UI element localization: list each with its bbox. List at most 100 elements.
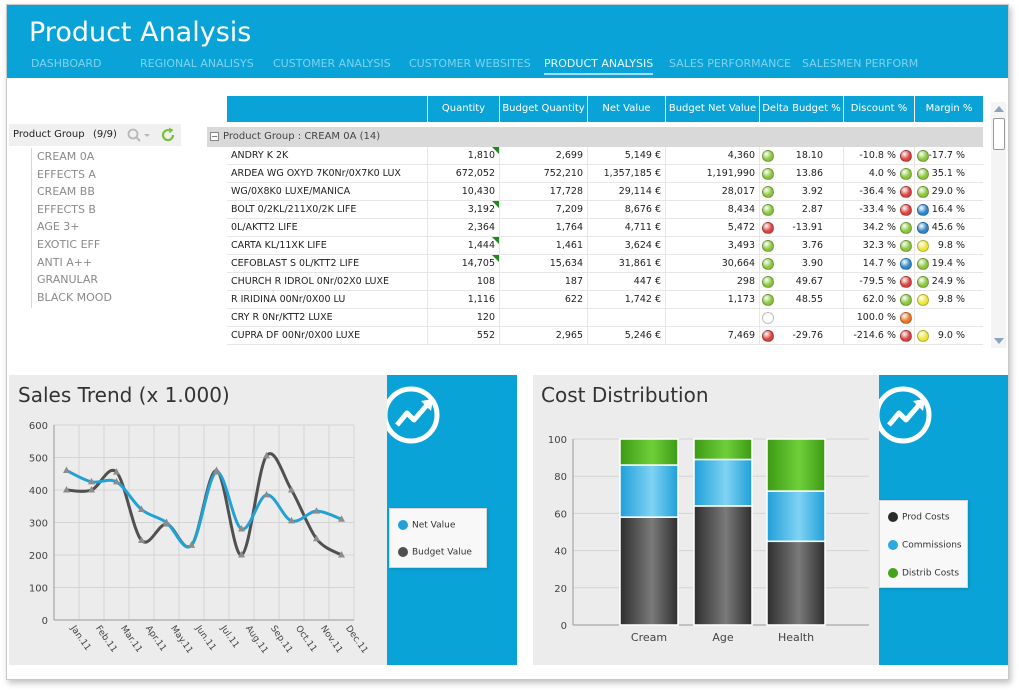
tab-product-analysis[interactable]: PRODUCT ANALYSIS xyxy=(544,57,654,75)
column-header-budget-quantity[interactable]: Budget Quantity xyxy=(499,96,587,122)
table-scrollbar[interactable] xyxy=(991,102,1006,348)
scroll-down-icon[interactable] xyxy=(994,338,1004,344)
cell-qty: 14,705 xyxy=(427,255,499,273)
cell-discount: 34.2 % xyxy=(843,219,914,237)
table-row[interactable]: CEFOBLAST S 0L/KTT2 LIFE 14,705 15,634 31,8… xyxy=(227,255,983,273)
trend-up-icon xyxy=(387,386,440,444)
legend-item-budget-value: Budget Value xyxy=(398,547,472,558)
data-point-net-value xyxy=(338,515,345,522)
tab-salesmen-perform[interactable]: SALESMEN PERFORM xyxy=(802,57,919,70)
reload-icon[interactable] xyxy=(159,126,177,147)
status-indicator-icon xyxy=(917,276,929,288)
cell-qty: 10,430 xyxy=(427,183,499,201)
cell-net: 5,246 € xyxy=(587,327,665,345)
tab-dashboard[interactable]: DASHBOARD xyxy=(31,57,102,70)
search-icon[interactable] xyxy=(126,127,152,146)
tab-sales-performance[interactable]: SALES PERFORMANCE xyxy=(669,57,791,70)
comment-flag-icon xyxy=(492,201,499,208)
status-indicator-icon xyxy=(900,168,912,180)
cell-bnet: 3,493 xyxy=(665,237,759,255)
data-point-budget-value xyxy=(313,534,320,542)
filter-item[interactable]: AGE 3+ xyxy=(37,220,80,234)
cell-product-name: ARDEA WG OXYD 7K0Nr/0X7K0 LUX xyxy=(231,168,401,179)
cell-delta-value: 2.87 xyxy=(801,204,823,215)
scroll-thumb[interactable] xyxy=(993,118,1005,150)
table-row[interactable]: ARDEA WG OXYD 7K0Nr/0X7K0 LUX 672,052 752,… xyxy=(227,165,983,183)
group-row[interactable]: − Product Group : CREAM 0A (14) xyxy=(207,127,983,147)
cell-discount: 32.3 % xyxy=(843,237,914,255)
bar-segment-distrib-costs xyxy=(619,438,679,466)
filter-item[interactable]: EFFECTS B xyxy=(37,202,96,216)
cell-bqty: 7,209 xyxy=(499,201,587,219)
legend-label: Budget Value xyxy=(412,547,472,558)
x-tick-label: Feb.11 xyxy=(93,624,119,655)
cell-margin: 24.9 % xyxy=(914,273,983,291)
legend-item-net-value: Net Value xyxy=(398,520,455,531)
status-indicator-icon xyxy=(917,186,929,198)
filter-item[interactable]: CREAM BB xyxy=(37,185,95,199)
cell-bqty xyxy=(499,309,587,327)
status-indicator-icon xyxy=(762,276,774,288)
cell-delta: 2.87 xyxy=(759,201,843,219)
table-row[interactable]: CUPRA DF 00Nr/0X00 LUXE 552 2,965 5,246 €7,… xyxy=(227,327,983,345)
tab-regional-analysis[interactable]: REGIONAL ANALISYS xyxy=(140,57,254,70)
filter-item[interactable]: BLACK MOOD xyxy=(37,290,112,304)
filter-item[interactable]: ANTI A++ xyxy=(37,255,93,269)
table-row[interactable]: BOLT 0/2KL/211X0/2K LIFE 3,192 7,209 8,676 … xyxy=(227,201,983,219)
table-row[interactable]: CHURCH R IDROL 0Nr/02X0 LUXE 108 187 447 €2… xyxy=(227,273,983,291)
table-row[interactable]: 0L/AKTT2 LIFE 2,364 1,764 4,711 €5,472 -13.9… xyxy=(227,219,983,237)
collapse-icon[interactable]: − xyxy=(210,132,219,141)
cell-qty: 2,364 xyxy=(427,219,499,237)
sales-trend-legend: Net Value Budget Value xyxy=(389,508,487,568)
bar-segment-prod-costs xyxy=(693,505,753,626)
cell-margin-value: 29.0 % xyxy=(931,186,965,197)
cell-qty: 1,810 xyxy=(427,147,499,165)
column-header-net-value[interactable]: Net Value xyxy=(587,96,665,122)
cell-net: 8,676 € xyxy=(587,201,665,219)
status-indicator-icon xyxy=(900,258,912,270)
cell-discount-value: 62.0 % xyxy=(862,294,896,305)
bar-segment-distrib-costs xyxy=(693,438,753,461)
table-row[interactable]: CRY R 0Nr/KTT2 LUXE 120 100.0 % xyxy=(227,309,983,327)
tab-customer-analysis[interactable]: CUSTOMER ANALYSIS xyxy=(273,57,391,70)
cost-distribution-title: Cost Distribution xyxy=(541,383,709,407)
cell-net xyxy=(587,309,665,327)
cell-discount: 4.0 % xyxy=(843,165,914,183)
cell-margin-value: 9.0 % xyxy=(937,330,965,341)
filter-item[interactable]: GRANULAR xyxy=(37,273,99,287)
cell-delta-value: 18.10 xyxy=(795,150,823,161)
data-point-budget-value xyxy=(263,451,270,459)
column-header-margin[interactable]: Margin % xyxy=(914,96,983,122)
scroll-up-icon[interactable] xyxy=(994,106,1004,112)
column-header-delta-budget[interactable]: Delta Budget % xyxy=(759,96,843,122)
cell-bqty: 15,634 xyxy=(499,255,587,273)
filter-item[interactable]: CREAM 0A xyxy=(37,150,95,163)
column-header-discount[interactable]: Discount % xyxy=(843,96,914,122)
cell-discount-value: -10.8 % xyxy=(859,150,896,161)
data-point-budget-value xyxy=(288,486,295,493)
column-header-quantity[interactable]: Quantity xyxy=(427,96,499,122)
status-indicator-icon xyxy=(762,150,774,162)
y-tick-label: 60 xyxy=(554,509,567,520)
table-row[interactable]: CARTA KL/11XK LIFE 1,444 1,461 3,624 €3,493… xyxy=(227,237,983,255)
cell-product-name: CUPRA DF 00Nr/0X00 LUXE xyxy=(231,330,361,341)
filter-item[interactable]: EFFECTS A xyxy=(37,167,96,181)
cell-discount-value: -33.4 % xyxy=(859,204,896,215)
cell-discount: 62.0 % xyxy=(843,291,914,309)
column-header-budget-net-value[interactable]: Budget Net Value xyxy=(665,96,759,122)
product-group-filter-header: Product Group (9/9) xyxy=(9,124,181,146)
status-indicator-icon xyxy=(762,240,774,252)
table-row[interactable]: R IRIDINA 00Nr/0X00 LU 1,116 622 1,742 €1,1… xyxy=(227,291,983,309)
cell-margin: 16.4 % xyxy=(914,201,983,219)
y-tick-label: 0 xyxy=(561,621,567,632)
status-indicator-icon xyxy=(917,240,929,252)
tab-customer-websites[interactable]: CUSTOMER WEBSITES xyxy=(409,57,531,70)
cell-delta-value: 3.76 xyxy=(801,240,823,251)
table-row[interactable]: ANDRY K 2K 1,810 2,699 5,149 €4,360 18.10 -10… xyxy=(227,147,983,165)
filter-item[interactable]: EXOTIC EFF xyxy=(37,237,101,251)
data-point-net-value xyxy=(138,505,145,512)
cell-discount-value: -36.4 % xyxy=(859,186,896,197)
x-tick-label: Jul.11 xyxy=(217,623,240,650)
cell-margin: 9.8 % xyxy=(914,237,983,255)
table-row[interactable]: WG/0X8K0 LUXE/MANICA 10,430 17,728 29,114 €… xyxy=(227,183,983,201)
